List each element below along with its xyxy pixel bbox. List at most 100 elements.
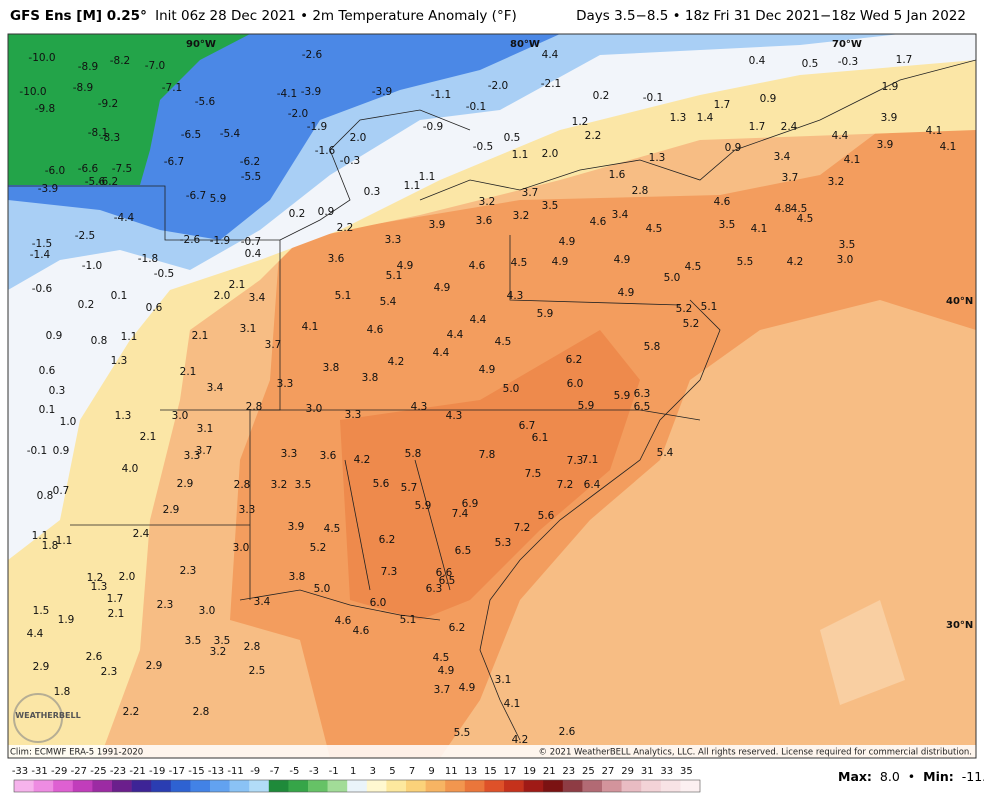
map-value-label: 7.3 [567, 455, 584, 467]
map-value-label: 2.9 [177, 478, 194, 490]
map-value-label: 4.5 [791, 203, 808, 215]
map-value-label: -6.0 [45, 165, 66, 177]
boundary-line [509, 235, 681, 306]
map-value-label: 2.8 [632, 185, 649, 197]
map-value-label: 2.1 [229, 279, 246, 291]
map-value-label: 2.0 [350, 132, 367, 144]
header-info: Init 06z 28 Dec 2021 • 2m Temperature An… [155, 8, 517, 24]
map-value-label: 1.9 [58, 614, 75, 626]
colorbar-tick-label: 7 [409, 766, 415, 777]
map-value-label: 3.3 [277, 378, 294, 390]
map-value-label: 3.0 [199, 605, 216, 617]
map-value-label: -0.3 [838, 56, 859, 68]
map-value-label: 5.6 [538, 510, 555, 522]
map-value-label: 2.3 [101, 666, 118, 678]
map-value-label: 0.5 [802, 58, 819, 70]
map-value-label: 5.1 [400, 614, 417, 626]
map-value-label: 4.5 [646, 223, 663, 235]
map-value-label: 2.4 [781, 121, 798, 133]
colorbar-cell [641, 780, 662, 792]
colorbar-cell [33, 780, 54, 792]
map-value-label: -3.9 [301, 86, 322, 98]
map-value-label: 0.6 [39, 365, 56, 377]
colorbar-tick-label: -31 [31, 766, 47, 777]
map-value-label: -0.5 [473, 141, 494, 153]
colorbar-tick-label: 33 [660, 766, 673, 777]
map-value-label: 4.3 [411, 401, 428, 413]
map-value-label: 6.6 [436, 567, 453, 579]
climo-note: Clim: ECMWF ERA-5 1991-2020 [10, 748, 143, 758]
map-value-label: -6.2 [98, 176, 119, 188]
map-value-label: 4.2 [354, 454, 371, 466]
colorbar-tick-label: 29 [621, 766, 634, 777]
colorbar-cell [308, 780, 328, 792]
colorbar-tick-label: -19 [149, 766, 165, 777]
map-value-label: 5.9 [415, 500, 432, 512]
map-value-label: 4.5 [433, 652, 450, 664]
ocean-shade [820, 600, 905, 705]
map-value-label: 1.2 [87, 572, 104, 584]
map-value-label: -6.7 [164, 156, 185, 168]
colorbar-cell [660, 780, 681, 792]
colorbar-cell [680, 780, 701, 792]
map-value-label: 6.9 [462, 498, 479, 510]
map-value-label: 5.9 [537, 308, 554, 320]
map-value-label: 0.9 [53, 445, 70, 457]
colorbar-cell [229, 780, 250, 792]
boundaries [8, 59, 976, 741]
map-value-label: 2.0 [542, 148, 559, 160]
map-value-label: 2.1 [140, 431, 157, 443]
map-frame [7, 33, 977, 759]
coast-line [239, 589, 441, 621]
lon-label: 70°W [832, 39, 862, 50]
map-value-label: 6.2 [566, 354, 583, 366]
map-value-label: 0.8 [91, 335, 108, 347]
colorbar-tick-label: 15 [484, 766, 497, 777]
colorbar-cell [347, 780, 368, 792]
colorbar-cell [406, 780, 426, 792]
colorbar-tick-label: -33 [12, 766, 28, 777]
map-value-label: 1.9 [882, 81, 899, 93]
map-value-label: -5.5 [241, 171, 262, 183]
map-value-label: 2.1 [108, 608, 125, 620]
colorbar-cell [210, 780, 230, 792]
map-value-label: -2.6 [302, 49, 323, 61]
map-value-label: 3.2 [210, 646, 227, 658]
map-value-label: 4.1 [751, 223, 768, 235]
map-value-label: 4.8 [775, 203, 792, 215]
map-value-label: 0.1 [111, 290, 128, 302]
map-value-label: 3.2 [479, 196, 496, 208]
map-value-label: 3.6 [320, 450, 337, 462]
map-value-label: 6.4 [584, 479, 601, 491]
colorbar: -33 -31 -29 -27 -25 -23 -21 -19 -17 -15 -13 -11 -9 -7… [12, 766, 701, 793]
map-value-label: 3.4 [207, 382, 224, 394]
map-value-label: 4.2 [787, 256, 804, 268]
map-value-label: 3.5 [295, 479, 312, 491]
map-value-label: 5.2 [310, 542, 327, 554]
warmest-shade [340, 330, 640, 620]
colorbar-cell [504, 780, 524, 792]
colorbar-cell [602, 780, 622, 792]
boundary-line [414, 459, 451, 591]
map-value-label: -3.9 [38, 183, 59, 195]
logo: WEATHERBELL [13, 693, 81, 743]
map-value-label: 5.1 [701, 301, 718, 313]
colorbar-cell [425, 780, 446, 792]
colorbar-cell [543, 780, 564, 792]
colorbar-cell [268, 780, 289, 792]
map-value-label: 4.2 [388, 356, 405, 368]
map-value-label: -5.4 [220, 128, 241, 140]
map-value-label: 3.2 [513, 210, 530, 222]
map-value-label: 1.7 [107, 593, 124, 605]
colorbar-tick-label: -25 [90, 766, 106, 777]
map-value-label: 0.8 [37, 490, 54, 502]
map-value-label: 5.1 [386, 270, 403, 282]
map-value-label: -1.9 [210, 235, 231, 247]
map-value-label: 3.1 [197, 423, 214, 435]
colorbar-cell [190, 780, 211, 792]
map-value-label: 3.1 [495, 674, 512, 686]
map-value-label: 4.5 [797, 213, 814, 225]
map-value-label: 2.9 [163, 504, 180, 516]
map-value-label: -2.6 [180, 234, 201, 246]
map-value-label: 5.3 [495, 537, 512, 549]
